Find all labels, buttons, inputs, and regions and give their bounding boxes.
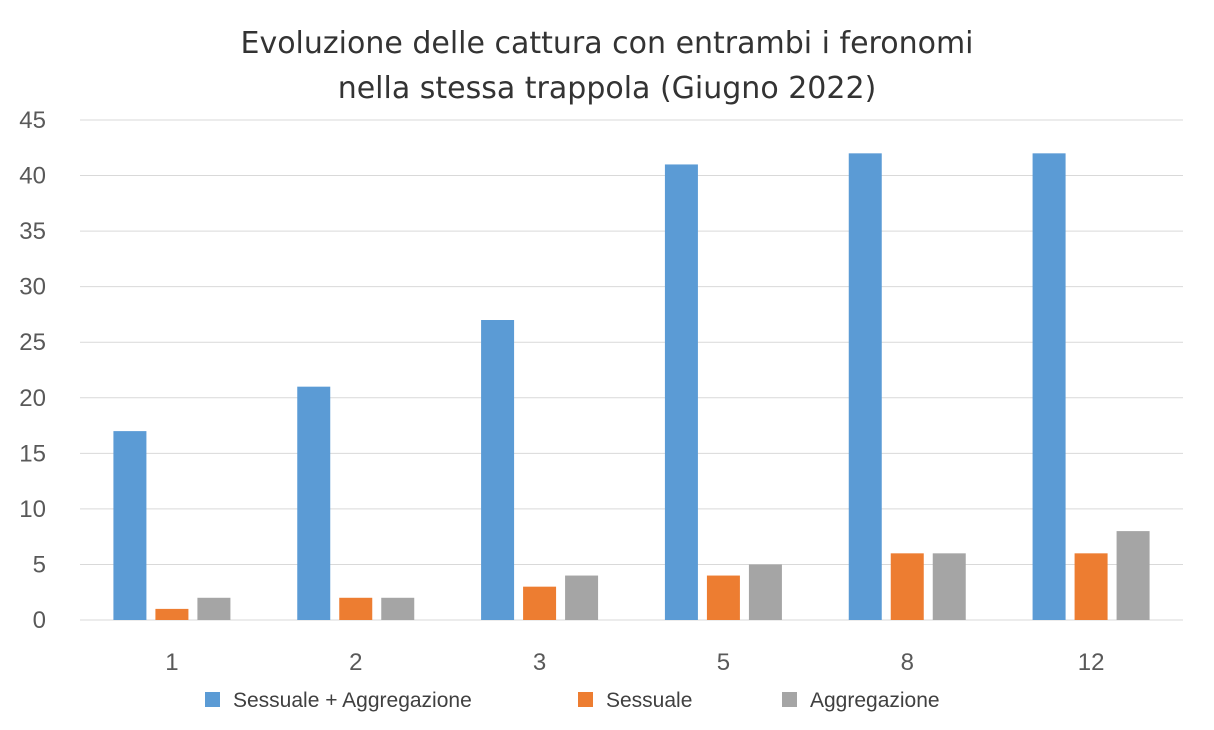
bar bbox=[848, 153, 882, 621]
y-tick-label: 35 bbox=[19, 218, 46, 245]
bar bbox=[339, 597, 373, 620]
y-axis-tick-labels: 0 5 10 15 20 25 30 35 40 45 bbox=[19, 107, 46, 634]
bar bbox=[890, 553, 924, 620]
y-tick-label: 15 bbox=[19, 440, 46, 467]
chart-title-line-1: Evoluzione delle cattura con entrambi i … bbox=[240, 26, 973, 61]
bar bbox=[381, 597, 415, 620]
legend-item: Sessuale bbox=[578, 689, 692, 712]
x-tick-label: 5 bbox=[717, 649, 730, 676]
bar bbox=[1116, 531, 1150, 620]
bar bbox=[1074, 553, 1108, 620]
bar bbox=[155, 608, 189, 620]
x-tick-label: 1 bbox=[165, 649, 178, 676]
y-tick-label: 10 bbox=[19, 496, 46, 523]
x-axis-tick-labels: 1 2 3 5 8 12 bbox=[165, 649, 1104, 676]
y-tick-label: 25 bbox=[19, 329, 46, 356]
y-gridlines bbox=[80, 119, 1183, 621]
bar bbox=[565, 575, 599, 620]
bar bbox=[523, 586, 557, 620]
y-tick-label: 45 bbox=[19, 107, 46, 134]
bars bbox=[113, 153, 1150, 621]
bar bbox=[748, 564, 782, 620]
bar bbox=[481, 320, 515, 620]
bar bbox=[113, 431, 147, 620]
y-tick-label: 30 bbox=[19, 274, 46, 301]
legend-label: Sessuale + Aggregazione bbox=[233, 689, 472, 712]
legend: Sessuale + Aggregazione Sessuale Aggregazi… bbox=[205, 689, 940, 712]
y-tick-label: 40 bbox=[19, 163, 46, 190]
y-tick-label: 0 bbox=[33, 607, 46, 634]
bar bbox=[664, 164, 698, 620]
x-tick-label: 12 bbox=[1078, 649, 1105, 676]
x-tick-label: 3 bbox=[533, 649, 546, 676]
legend-item: Sessuale + Aggregazione bbox=[205, 689, 472, 712]
bar bbox=[1032, 153, 1066, 621]
bar bbox=[197, 597, 231, 620]
legend-swatch bbox=[578, 692, 593, 707]
y-tick-label: 20 bbox=[19, 385, 46, 412]
bar bbox=[706, 575, 740, 620]
chart-title-line-2: nella stessa trappola (Giugno 2022) bbox=[338, 71, 877, 106]
chart-title: Evoluzione delle cattura con entrambi i … bbox=[240, 26, 973, 106]
legend-swatch bbox=[782, 692, 797, 707]
bar bbox=[932, 553, 966, 620]
x-tick-label: 8 bbox=[901, 649, 914, 676]
bar bbox=[297, 386, 331, 620]
x-tick-label: 2 bbox=[349, 649, 362, 676]
legend-label: Sessuale bbox=[606, 689, 692, 712]
legend-label: Aggregazione bbox=[810, 689, 940, 712]
legend-item: Aggregazione bbox=[782, 689, 940, 712]
legend-swatch bbox=[205, 692, 220, 707]
y-tick-label: 5 bbox=[33, 551, 46, 578]
